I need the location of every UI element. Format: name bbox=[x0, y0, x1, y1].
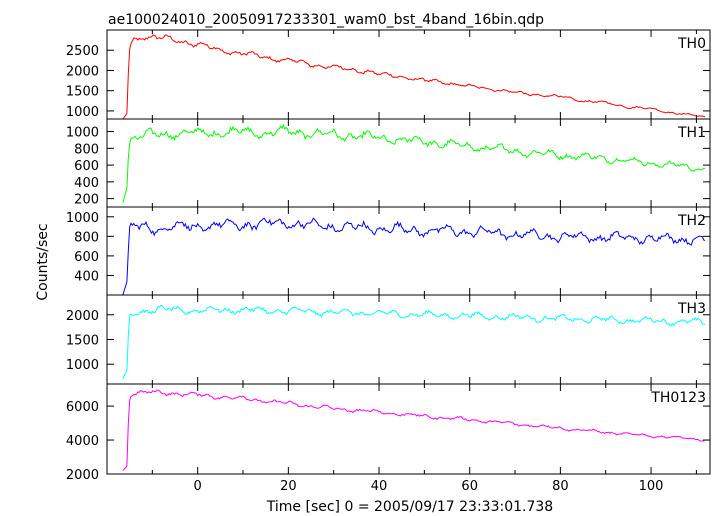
y-tick-label: 1500 bbox=[66, 334, 99, 349]
y-tick-label: 1500 bbox=[66, 85, 99, 100]
series-label: TH0 bbox=[677, 36, 706, 52]
figure-title: ae100024010_20050917233301_wam0_bst_4ban… bbox=[108, 12, 544, 28]
y-tick-label: 4000 bbox=[66, 434, 99, 449]
y-tick-label: 1000 bbox=[66, 105, 99, 120]
y-tick-label: 200 bbox=[74, 193, 99, 208]
x-tick-label: 100 bbox=[639, 479, 664, 494]
panel-frame bbox=[106, 383, 711, 475]
x-tick-label: 80 bbox=[552, 479, 569, 494]
panel-4: 2000 4000 6000 0 20 40 60 80 100 TH0123 bbox=[66, 383, 711, 494]
y-tick-label: 800 bbox=[74, 142, 99, 157]
y-tick-label: 1000 bbox=[66, 358, 99, 373]
series-label: TH2 bbox=[677, 213, 706, 229]
series-label: TH0123 bbox=[650, 390, 706, 406]
y-tick-label: 2500 bbox=[66, 44, 99, 59]
y-tick-label: 1000 bbox=[66, 211, 99, 226]
series-line-TH3 bbox=[122, 304, 706, 380]
x-tick-label: 60 bbox=[461, 479, 478, 494]
y-tick-label: 600 bbox=[74, 250, 99, 265]
y-tick-label: 400 bbox=[74, 176, 99, 191]
series-line-TH0123 bbox=[122, 389, 706, 471]
series-line-TH2 bbox=[122, 217, 706, 296]
panel-frame bbox=[106, 206, 711, 296]
panel-3: 1000 1500 2000 TH3 bbox=[66, 294, 711, 385]
series-label: TH1 bbox=[677, 125, 706, 141]
x-tick-label: 20 bbox=[280, 479, 297, 494]
y-tick-label: 600 bbox=[74, 159, 99, 174]
panel-2: 400 600 800 1000 TH2 bbox=[66, 206, 711, 296]
panel-0: 1000 1500 2000 2500 TH0 bbox=[66, 29, 711, 120]
series-line-TH1 bbox=[122, 123, 705, 203]
x-axis-label: Time [sec] 0 = 2005/09/17 23:33:01.738 bbox=[266, 499, 553, 515]
y-tick-label: 2000 bbox=[66, 64, 99, 79]
panel-frame bbox=[106, 118, 711, 208]
y-tick-label: 800 bbox=[74, 230, 99, 245]
y-tick-label: 1000 bbox=[66, 126, 99, 141]
y-axis-label: Counts/sec bbox=[35, 223, 51, 300]
y-tick-label: 2000 bbox=[66, 468, 99, 483]
x-tick-label: 0 bbox=[194, 479, 202, 494]
series-line-TH0 bbox=[122, 34, 706, 120]
y-tick-label: 400 bbox=[74, 269, 99, 284]
y-tick-label: 6000 bbox=[66, 400, 99, 415]
x-tick-label: 40 bbox=[371, 479, 388, 494]
panel-frame bbox=[106, 294, 711, 385]
series-label: TH3 bbox=[677, 301, 706, 317]
y-tick-label: 2000 bbox=[66, 309, 99, 324]
